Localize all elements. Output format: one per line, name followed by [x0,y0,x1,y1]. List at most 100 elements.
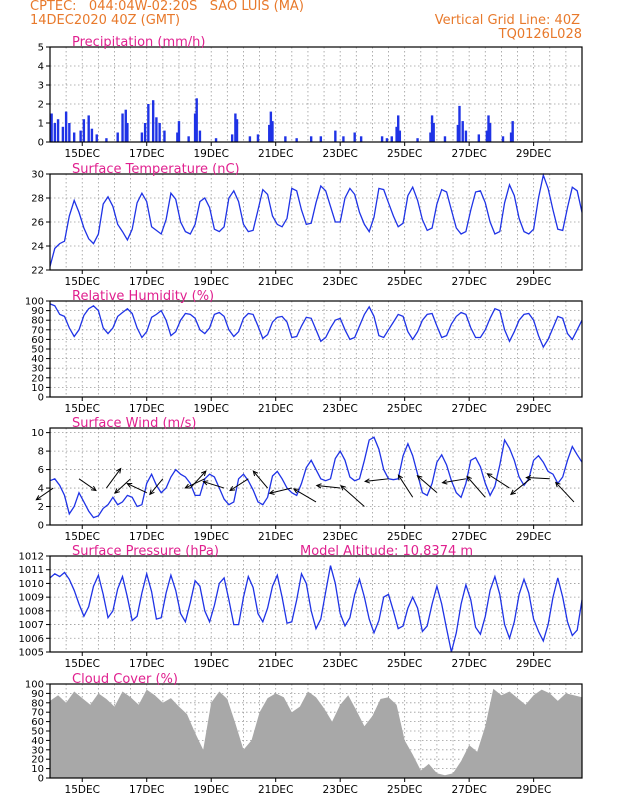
precip-bar [176,132,179,142]
y-tick-label: 4 [38,484,44,495]
x-tick-label: 25DEC [387,531,422,543]
wind-vector [442,478,467,484]
precip-bar [234,113,237,142]
precip-bar [124,109,127,142]
y-tick-label: 30 [31,170,44,181]
x-tick-label: 17DEC [129,784,164,796]
precip-bar [248,136,252,142]
wind-vector [106,468,122,489]
wind-vector-head [184,483,191,489]
wind-vector [78,478,97,491]
precip-bar [430,115,434,142]
wind-vector [203,481,225,489]
y-tick-label: 28 [31,194,44,205]
wind-vector [510,478,531,495]
x-tick-label: 19DEC [194,658,229,670]
precip-bar [342,136,345,142]
y-tick-label: 80 [31,316,44,327]
precip-bar [61,126,65,142]
precip-bar [443,136,447,142]
precip-bar [509,132,513,142]
y-tick-label: 1007 [19,620,44,631]
x-tick-label: 29DEC [516,658,551,670]
wind-vector [555,482,575,503]
panel-title: Relative Humidity (%) [72,289,214,304]
precip-bar [163,130,166,142]
precip-bar [398,130,402,142]
x-tick-label: 27DEC [451,784,486,796]
y-tick-label: 2 [38,100,44,111]
wind-vector-head [201,470,207,477]
wind-vector [417,475,438,494]
panel-title: Precipitation (mm/h) [72,35,205,50]
header-model-code: TQ0126L028 [498,27,582,42]
wind-vector-head [90,485,97,492]
precip-bar [284,136,287,142]
wind-vector-head [126,482,133,488]
series-line [49,565,583,653]
x-tick-label: 17DEC [129,658,164,670]
wind-vector-head [510,489,516,496]
precip-bar [82,119,86,142]
x-tick-label: 19DEC [194,531,229,543]
precip-bar [385,138,389,142]
precip-bar [334,130,337,142]
wind-vector-head [268,489,275,495]
x-tick-label: 21DEC [258,531,293,543]
wind-vector [340,485,365,507]
header-station: CPTEC: 044:04W-02:20S SAO LUIS (MA) [30,0,304,14]
y-tick-label: 100 [25,297,44,308]
y-tick-label: 1009 [19,593,44,604]
precip-bar [501,136,505,142]
x-tick-label: 25DEC [387,148,422,160]
precip-bar [390,136,393,142]
x-tick-label: 23DEC [322,148,357,160]
x-tick-label: 19DEC [194,403,229,415]
x-tick-label: 21DEC [258,658,293,670]
precip-bar [309,136,313,142]
precip-bar [395,126,398,142]
y-tick-label: 20 [31,755,44,766]
precip-bar [87,115,90,142]
wind-vector-head [315,483,322,489]
precip-bar [68,123,71,142]
precip-bar [53,123,57,142]
y-tick-label: 70 [31,325,44,336]
y-tick-label: 1006 [19,634,44,645]
precip-bar [195,98,198,142]
x-tick-label: 25DEC [387,784,422,796]
panel-frame [49,173,583,271]
y-tick-label: 5 [38,43,44,54]
x-tick-label: 21DEC [258,784,293,796]
wind-vector-head [116,467,122,474]
wind-vector [398,474,414,498]
x-tick-label: 29DEC [516,276,551,288]
precip-bar [177,121,181,142]
y-tick-label: 4 [38,62,44,73]
x-tick-label: 23DEC [322,531,357,543]
x-tick-label: 29DEC [516,403,551,415]
header-grid-line: Vertical Grid Line: 40Z [434,13,580,28]
precip-bar [95,134,98,142]
y-tick-label: 50 [31,345,44,356]
x-tick-label: 15DEC [65,531,100,543]
x-tick-label: 21DEC [258,403,293,415]
y-tick-label: 8 [38,447,44,458]
precip-bar [429,132,432,142]
precip-bar [380,136,384,142]
y-tick-label: 10 [31,428,44,439]
precip-bar [461,121,464,142]
precip-bar [256,134,260,142]
wind-vector [229,478,249,491]
x-tick-label: 27DEC [451,148,486,160]
precip-bar [230,134,234,142]
wind-vector [526,477,550,480]
precip-bar [143,123,147,142]
y-tick-label: 0 [38,521,44,532]
x-tick-label: 27DEC [451,531,486,543]
x-tick-label: 17DEC [129,403,164,415]
x-tick-label: 15DEC [65,276,100,288]
y-tick-label: 1012 [19,552,44,563]
x-tick-label: 29DEC [516,148,551,160]
x-tick-label: 27DEC [451,658,486,670]
